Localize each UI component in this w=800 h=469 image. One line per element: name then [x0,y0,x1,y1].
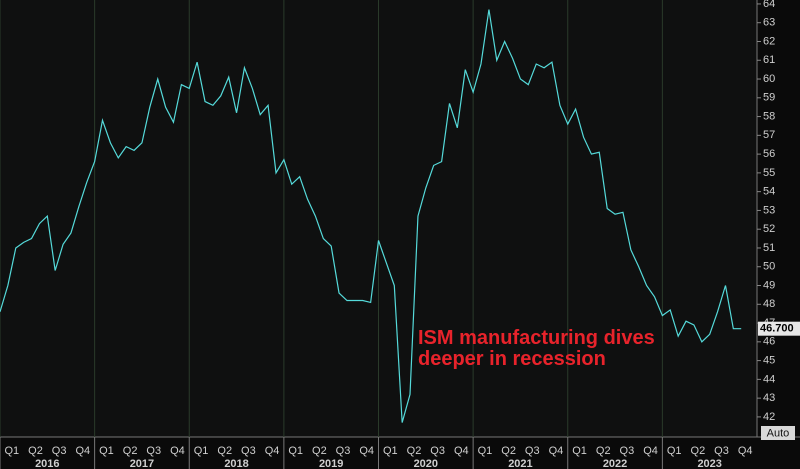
x-tick-label: Q1 [572,445,587,457]
x-tick-label: Q4 [549,445,564,457]
x-tick-label: Q4 [738,445,753,457]
y-tick-label: 54 [763,186,775,198]
x-tick-label: Q4 [265,445,280,457]
x-tick-label: Q1 [4,445,19,457]
y-tick-label: 44 [763,373,775,385]
auto-button-label[interactable]: Auto [767,427,790,439]
year-label: 2017 [130,458,154,469]
x-tick-label: Q3 [52,445,67,457]
x-tick-label: Q3 [714,445,729,457]
year-label: 2019 [319,458,343,469]
y-tick-label: 63 [763,17,775,29]
y-tick-label: 57 [763,129,775,141]
x-tick-label: Q2 [691,445,706,457]
y-tick-label: 62 [763,35,775,47]
annotation: deeper in recession [418,348,606,370]
x-tick-label: Q4 [359,445,374,457]
x-tick-label: Q3 [241,445,256,457]
year-label: 2020 [414,458,438,469]
year-label: 2022 [603,458,627,469]
x-tick-label: Q2 [123,445,138,457]
x-tick-label: Q2 [217,445,232,457]
y-tick-label: 51 [763,242,775,254]
y-tick-label: 56 [763,148,775,160]
y-tick-label: 64 [763,0,775,10]
x-tick-label: Q1 [383,445,398,457]
x-tick-label: Q2 [312,445,327,457]
year-label: 2021 [508,458,532,469]
x-tick-label: Q4 [75,445,90,457]
auto-button[interactable] [761,426,795,440]
x-tick-label: Q3 [430,445,445,457]
x-tick-label: Q3 [146,445,161,457]
y-tick-label: 50 [763,261,775,273]
x-tick-label: Q3 [336,445,351,457]
annotation: ISM manufacturing dives [418,327,655,349]
x-tick-label: Q4 [454,445,469,457]
year-label: 2023 [697,458,721,469]
y-tick-label: 58 [763,110,775,122]
x-tick-label: Q2 [596,445,611,457]
y-tick-label: 45 [763,355,775,367]
y-tick-label: 42 [763,411,775,423]
series-line [0,9,742,423]
year-label: 2016 [35,458,59,469]
x-tick-label: Q2 [407,445,422,457]
y-tick-label: 43 [763,392,775,404]
y-tick-label: 61 [763,54,775,66]
y-tick-label: 52 [763,223,775,235]
y-tick-label: 60 [763,73,775,85]
y-tick-label: 55 [763,167,775,179]
x-tick-label: Q1 [667,445,682,457]
y-tick-label: 53 [763,204,775,216]
y-tick-label: 48 [763,298,775,310]
x-tick-label: Q1 [99,445,114,457]
x-tick-label: Q1 [288,445,303,457]
x-tick-label: Q1 [478,445,493,457]
last-value-label: 46.700 [760,323,794,335]
x-tick-label: Q3 [525,445,540,457]
y-tick-label: 59 [763,92,775,104]
x-tick-label: Q2 [501,445,516,457]
x-tick-label: Q3 [620,445,635,457]
x-tick-label: Q4 [170,445,185,457]
x-tick-label: Q4 [643,445,658,457]
x-tick-label: Q2 [28,445,43,457]
y-tick-label: 49 [763,279,775,291]
year-label: 2018 [224,458,248,469]
x-tick-label: Q1 [194,445,209,457]
y-tick-label: 46 [763,336,775,348]
last-value-box [758,321,800,336]
